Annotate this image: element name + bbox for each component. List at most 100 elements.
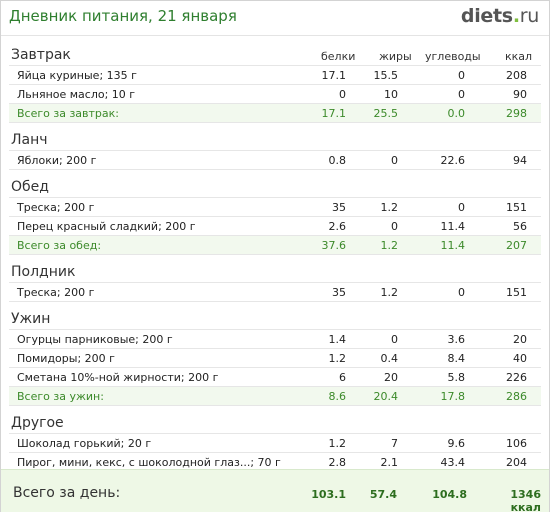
food-name: Льняное масло; 10 г xyxy=(17,88,136,101)
protein-value: 17.1 xyxy=(321,69,347,82)
diets-logo[interactable]: diets.ru xyxy=(461,5,539,27)
kcal-value: 56 xyxy=(513,220,527,233)
meal-name: Завтрак xyxy=(11,47,71,63)
food-name: Помидоры; 200 г xyxy=(17,352,115,365)
meal-section: Завтрак белки жиры углеводы ккал Яйца куриные… xyxy=(9,45,541,123)
meal-section: Ужин Огурцы парниковые; 200 г 1.4 0 3.6 20 Пом… xyxy=(9,309,541,406)
food-name: Шоколад горький; 20 г xyxy=(17,437,152,450)
food-name: Яйца куриные; 135 г xyxy=(17,69,137,82)
total-fat-value: 1.2 xyxy=(380,239,399,252)
food-row[interactable]: Треска; 200 г 35 1.2 0 151 xyxy=(9,282,541,302)
fat-value: 20 xyxy=(384,371,398,384)
day-total-protein: 103.1 xyxy=(311,488,346,501)
carbs-value: 0 xyxy=(458,69,465,82)
day-total-bar: Всего за день: 103.1 57.4 104.8 1346 кка… xyxy=(1,469,549,514)
kcal-value: 90 xyxy=(513,88,527,101)
day-total-fat: 57.4 xyxy=(369,488,397,501)
meal-total-row: Всего за обед: 37.6 1.2 11.4 207 xyxy=(9,236,541,255)
protein-value: 35 xyxy=(332,201,346,214)
fat-value: 0 xyxy=(391,220,398,233)
meal-name: Ланч xyxy=(11,132,48,148)
day-total-kcal: 1346 ккал xyxy=(510,488,541,514)
fat-value: 0 xyxy=(391,154,398,167)
carbs-value: 11.4 xyxy=(440,220,466,233)
logo-main: diets xyxy=(460,5,513,27)
meal-section-header: Ланч xyxy=(9,130,541,150)
meal-total-row: Всего за завтрак: 17.1 25.5 0.0 298 xyxy=(9,104,541,123)
header: Дневник питания, 21 января diets.ru xyxy=(1,1,549,33)
total-kcal-value: 286 xyxy=(506,390,527,403)
column-header-protein: белки xyxy=(321,50,356,63)
fat-value: 2.1 xyxy=(380,456,399,469)
meal-section-header: Полдник xyxy=(9,262,541,282)
food-row[interactable]: Треска; 200 г 35 1.2 0 151 xyxy=(9,197,541,217)
food-name: Яблоки; 200 г xyxy=(17,154,97,167)
meal-total-label: Всего за ужин: xyxy=(17,390,104,403)
total-fat-value: 25.5 xyxy=(373,107,399,120)
page-title: Дневник питания, 21 января xyxy=(9,7,237,25)
column-header-carbs: углеводы xyxy=(425,50,481,63)
day-total-carbs: 104.8 xyxy=(432,488,467,501)
food-name: Треска; 200 г xyxy=(17,201,95,214)
carbs-value: 0 xyxy=(458,286,465,299)
total-carbs-value: 11.4 xyxy=(440,239,466,252)
meal-name: Другое xyxy=(11,415,64,431)
kcal-value: 20 xyxy=(513,333,527,346)
total-kcal-value: 298 xyxy=(506,107,527,120)
food-name: Перец красный сладкий; 200 г xyxy=(17,220,196,233)
logo-tld: ru xyxy=(519,5,540,27)
food-row[interactable]: Сметана 10%-ной жирности; 200 г 6 20 5.8 226 xyxy=(9,368,541,387)
meal-section-header: Обед xyxy=(9,177,541,197)
kcal-value: 204 xyxy=(506,456,527,469)
food-row[interactable]: Яблоки; 200 г 0.8 0 22.6 94 xyxy=(9,150,541,170)
carbs-value: 0 xyxy=(458,88,465,101)
fat-value: 10 xyxy=(384,88,398,101)
carbs-value: 22.6 xyxy=(440,154,466,167)
food-row[interactable]: Яйца куриные; 135 г 17.1 15.5 0 208 xyxy=(9,65,541,85)
total-protein-value: 17.1 xyxy=(321,107,347,120)
fat-value: 15.5 xyxy=(373,69,399,82)
meal-total-label: Всего за обед: xyxy=(17,239,102,252)
food-name: Огурцы парниковые; 200 г xyxy=(17,333,173,346)
fat-value: 1.2 xyxy=(380,286,399,299)
food-row[interactable]: Льняное масло; 10 г 0 10 0 90 xyxy=(9,85,541,104)
meal-total-row: Всего за ужин: 8.6 20.4 17.8 286 xyxy=(9,387,541,406)
food-row[interactable]: Шоколад горький; 20 г 1.2 7 9.6 106 xyxy=(9,433,541,453)
food-name: Пирог, мини, кекс, с шоколодной глаз...;… xyxy=(17,456,281,469)
total-fat-value: 20.4 xyxy=(373,390,399,403)
kcal-value: 40 xyxy=(513,352,527,365)
protein-value: 0.8 xyxy=(328,154,347,167)
kcal-value: 208 xyxy=(506,69,527,82)
total-protein-value: 37.6 xyxy=(321,239,347,252)
meal-section-header: Другое xyxy=(9,413,541,433)
protein-value: 0 xyxy=(339,88,346,101)
total-carbs-value: 0.0 xyxy=(447,107,466,120)
day-total-label: Всего за день: xyxy=(13,485,121,501)
carbs-value: 9.6 xyxy=(447,437,466,450)
diary-table: Завтрак белки жиры углеводы ккал Яйца куриные… xyxy=(9,45,541,498)
carbs-value: 8.4 xyxy=(447,352,466,365)
total-carbs-value: 17.8 xyxy=(440,390,466,403)
protein-value: 1.2 xyxy=(328,437,347,450)
column-header-kcal: ккал xyxy=(505,50,533,63)
food-name: Треска; 200 г xyxy=(17,286,95,299)
logo-dot: . xyxy=(512,5,520,27)
carbs-value: 3.6 xyxy=(447,333,466,346)
carbs-value: 0 xyxy=(458,201,465,214)
food-row[interactable]: Помидоры; 200 г 1.2 0.4 8.4 40 xyxy=(9,349,541,368)
protein-value: 6 xyxy=(339,371,346,384)
kcal-value: 94 xyxy=(513,154,527,167)
fat-value: 0 xyxy=(391,333,398,346)
food-row[interactable]: Огурцы парниковые; 200 г 1.4 0 3.6 20 xyxy=(9,329,541,349)
fat-value: 1.2 xyxy=(380,201,399,214)
total-kcal-value: 207 xyxy=(506,239,527,252)
meal-name: Ужин xyxy=(11,311,51,327)
protein-value: 2.6 xyxy=(328,220,347,233)
protein-value: 35 xyxy=(332,286,346,299)
meal-section-header: Ужин xyxy=(9,309,541,329)
meal-name: Полдник xyxy=(11,264,76,280)
food-row[interactable]: Перец красный сладкий; 200 г 2.6 0 11.4 56 xyxy=(9,217,541,236)
meal-section: Полдник Треска; 200 г 35 1.2 0 151 xyxy=(9,262,541,302)
kcal-value: 106 xyxy=(506,437,527,450)
meal-section: Обед Треска; 200 г 35 1.2 0 151 Перец красный … xyxy=(9,177,541,255)
